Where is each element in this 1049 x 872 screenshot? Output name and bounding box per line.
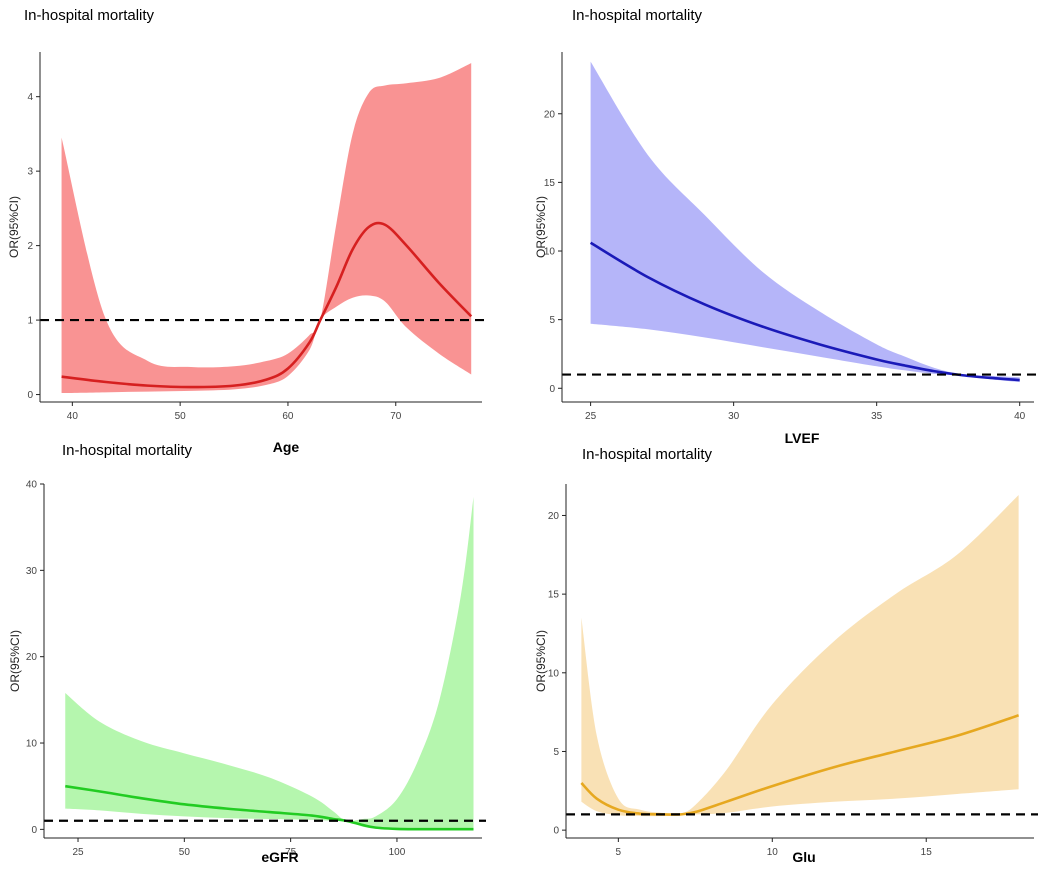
- y-tick-label: 20: [544, 109, 556, 120]
- chart-title: In-hospital mortality: [24, 7, 155, 24]
- y-tick-label: 1: [27, 316, 33, 327]
- y-tick-label: 40: [26, 480, 38, 491]
- x-tick-label: 75: [285, 847, 297, 858]
- chart-panel-lvef: 25 30 35 40 0 5 10 15 20 In-hospital mortality LVE…: [534, 7, 1038, 446]
- x-tick-label: 15: [921, 847, 933, 858]
- x-axis-label: Age: [273, 439, 300, 455]
- y-tick-label: 5: [549, 315, 555, 326]
- y-tick-label: 10: [544, 247, 556, 258]
- y-tick-label: 15: [544, 178, 556, 189]
- or-curve: [589, 241, 1020, 382]
- chart-panel-age: 40 50 60 70 0 1 2 3 4 In-hospital mortality Age OR(…: [7, 7, 486, 455]
- y-tick-label: 3: [27, 167, 33, 178]
- x-tick-label: 5: [616, 847, 622, 858]
- x-tick-label: 35: [871, 411, 883, 422]
- y-tick-label: 15: [548, 590, 560, 601]
- x-tick-label: 10: [767, 847, 779, 858]
- y-tick-label: 0: [27, 390, 33, 401]
- y-tick-label: 0: [549, 384, 555, 395]
- y-tick-label: 4: [27, 92, 33, 103]
- x-tick-label: 30: [728, 411, 740, 422]
- y-tick-label: 30: [26, 566, 38, 577]
- y-tick-label: 20: [548, 511, 560, 522]
- y-tick-label: 10: [548, 668, 560, 679]
- y-tick-label: 2: [27, 241, 33, 252]
- x-axis-label: eGFR: [261, 849, 298, 865]
- x-tick-label: 50: [179, 847, 191, 858]
- x-tick-label: 25: [585, 411, 597, 422]
- confidence-band: [61, 63, 472, 394]
- y-tick-label: 10: [26, 739, 38, 750]
- x-tick-label: 60: [282, 411, 294, 422]
- y-axis-label: OR(95%CI): [534, 630, 548, 692]
- chart-panel-egfr: 25 50 75 100 0 10 20 30 40 In-hospital mortality e…: [8, 442, 486, 865]
- or-curve: [65, 784, 474, 831]
- x-tick-label: 25: [72, 847, 84, 858]
- x-tick-label: 40: [1014, 411, 1026, 422]
- x-tick-label: 70: [390, 411, 402, 422]
- y-tick-label: 5: [553, 747, 559, 758]
- x-tick-label: 100: [389, 847, 406, 858]
- y-tick-label: 20: [26, 652, 38, 663]
- y-axis-label: OR(95%CI): [8, 630, 22, 692]
- y-axis-label: OR(95%CI): [7, 196, 21, 258]
- x-axis-label: LVEF: [785, 430, 820, 446]
- chart-title: In-hospital mortality: [62, 442, 193, 459]
- confidence-band: [581, 495, 1019, 817]
- or-curve: [61, 221, 473, 389]
- chart-title: In-hospital mortality: [572, 7, 703, 24]
- confidence-band: [65, 496, 474, 830]
- chart-panel-glu: 5 10 15 0 5 10 15 20 In-hospital mortality Glu OR(…: [534, 446, 1038, 865]
- y-tick-label: 0: [553, 826, 559, 837]
- or-curve: [580, 714, 1020, 816]
- y-axis-label: OR(95%CI): [534, 196, 548, 258]
- x-axis-label: Glu: [792, 849, 815, 865]
- x-tick-label: 40: [67, 411, 79, 422]
- confidence-band: [590, 61, 1020, 383]
- x-tick-label: 50: [175, 411, 187, 422]
- chart-title: In-hospital mortality: [582, 446, 713, 463]
- y-tick-label: 0: [31, 825, 37, 836]
